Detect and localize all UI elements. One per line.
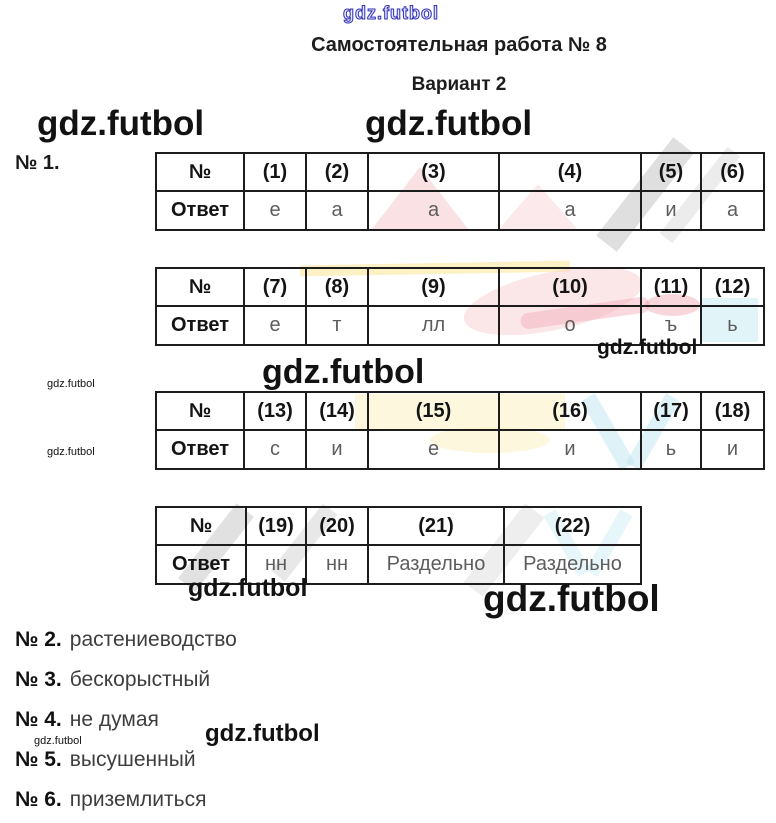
col-header-no: № bbox=[155, 152, 245, 192]
col-header: (5) bbox=[640, 152, 702, 192]
col-header: (22) bbox=[503, 506, 642, 546]
answer-cell: а bbox=[700, 190, 765, 231]
answer-cell: и bbox=[305, 429, 369, 470]
col-header: (12) bbox=[700, 267, 765, 307]
col-header: (6) bbox=[700, 152, 765, 192]
watermark-mid-center: gdz.futbol bbox=[262, 353, 425, 391]
watermark-tiny-left-2: gdz.futbol bbox=[47, 446, 95, 458]
answer-cell: нн bbox=[245, 544, 307, 585]
answers-table-2: № (7) (8) (9) (10) (11) (12) Ответ е т л… bbox=[155, 267, 765, 346]
watermark-bottom-center: gdz.futbol bbox=[205, 720, 320, 747]
col-header: (7) bbox=[243, 267, 307, 307]
col-header: (17) bbox=[640, 391, 702, 431]
task-4: № 4. не думая bbox=[15, 708, 159, 732]
table-answer-row: Ответ е а а а и а bbox=[155, 190, 765, 231]
answer-cell: нн bbox=[305, 544, 369, 585]
answer-cell: е bbox=[367, 429, 500, 470]
task-6: № 6. приземлиться bbox=[15, 788, 206, 812]
col-header: (8) bbox=[305, 267, 369, 307]
table-header-row: № (7) (8) (9) (10) (11) (12) bbox=[155, 267, 765, 307]
answer-cell: е bbox=[243, 190, 307, 231]
watermark-top-blue: gdz.futbol bbox=[343, 3, 439, 23]
answer-cell: и bbox=[700, 429, 765, 470]
col-header: (9) bbox=[367, 267, 500, 307]
col-header: (13) bbox=[243, 391, 307, 431]
answer-cell: лл bbox=[367, 305, 500, 346]
answers-table-3: № (13) (14) (15) (16) (17) (18) Ответ с … bbox=[155, 391, 765, 470]
col-header: (15) bbox=[367, 391, 500, 431]
col-header: (10) bbox=[498, 267, 642, 307]
answer-cell: а bbox=[498, 190, 642, 231]
col-header: (4) bbox=[498, 152, 642, 192]
col-header: (16) bbox=[498, 391, 642, 431]
col-header: (21) bbox=[367, 506, 505, 546]
answer-cell: т bbox=[305, 305, 369, 346]
table-answer-row: Ответ с и е и ь и bbox=[155, 429, 765, 470]
watermark-tiny-bottom: gdz.futbol bbox=[34, 735, 82, 747]
task-label: № 5. bbox=[15, 748, 62, 771]
answer-cell: ь bbox=[700, 305, 765, 346]
col-header: (11) bbox=[640, 267, 702, 307]
answer-cell: ъ bbox=[640, 305, 702, 346]
task1-label: № 1. bbox=[15, 152, 60, 174]
task-2: № 2. растениеводство bbox=[15, 628, 237, 652]
table-header-row: № (1) (2) (3) (4) (5) (6) bbox=[155, 152, 765, 192]
row-label: Ответ bbox=[155, 190, 245, 231]
task-answer: высушенный bbox=[69, 748, 196, 771]
col-header: (3) bbox=[367, 152, 500, 192]
watermark-table4-left: gdz.futbol bbox=[188, 574, 308, 602]
table-header-row: № (19) (20) (21) (22) bbox=[155, 506, 642, 546]
col-header: (18) bbox=[700, 391, 765, 431]
task-answer: приземлиться bbox=[69, 788, 207, 811]
task-5: № 5. высушенный bbox=[15, 748, 196, 772]
row-label: Ответ bbox=[155, 305, 245, 346]
answer-cell: Раздельно bbox=[367, 544, 505, 585]
answer-cell: е bbox=[243, 305, 307, 346]
watermark-large-center: gdz.futbol bbox=[365, 104, 533, 143]
task-answer: растениеводство bbox=[69, 628, 237, 651]
answer-cell: ь bbox=[640, 429, 702, 470]
answer-cell: а bbox=[367, 190, 500, 231]
answer-cell: и bbox=[498, 429, 642, 470]
task-label: № 2. bbox=[15, 628, 62, 651]
task-label: № 4. bbox=[15, 708, 62, 731]
watermark-table4-right: gdz.futbol bbox=[483, 578, 660, 619]
task-label: № 6. bbox=[15, 788, 62, 811]
col-header-no: № bbox=[155, 267, 245, 307]
col-header-no: № bbox=[155, 391, 245, 431]
watermark-large-left: gdz.futbol bbox=[37, 104, 205, 143]
task-3: № 3. бескорыстный bbox=[15, 668, 210, 692]
col-header: (14) bbox=[305, 391, 369, 431]
variant-subtitle: Вариант 2 bbox=[411, 74, 507, 95]
page-title: Самостоятельная работа № 8 bbox=[311, 34, 607, 56]
col-header-no: № bbox=[155, 506, 247, 546]
col-header: (20) bbox=[305, 506, 369, 546]
watermark-tiny-left-1: gdz.futbol bbox=[47, 378, 95, 390]
task-answer: бескорыстный bbox=[69, 668, 211, 691]
answer-cell: а bbox=[305, 190, 369, 231]
task-label: № 3. bbox=[15, 668, 62, 691]
col-header: (1) bbox=[243, 152, 307, 192]
task-answer: не думая bbox=[69, 708, 159, 731]
table-header-row: № (13) (14) (15) (16) (17) (18) bbox=[155, 391, 765, 431]
col-header: (2) bbox=[305, 152, 369, 192]
col-header: (19) bbox=[245, 506, 307, 546]
answers-table-1: № (1) (2) (3) (4) (5) (6) Ответ е а а а … bbox=[155, 152, 765, 231]
answer-cell: и bbox=[640, 190, 702, 231]
row-label: Ответ bbox=[155, 429, 245, 470]
watermark-table2-right: gdz.futbol bbox=[597, 336, 698, 359]
answer-cell: с bbox=[243, 429, 307, 470]
